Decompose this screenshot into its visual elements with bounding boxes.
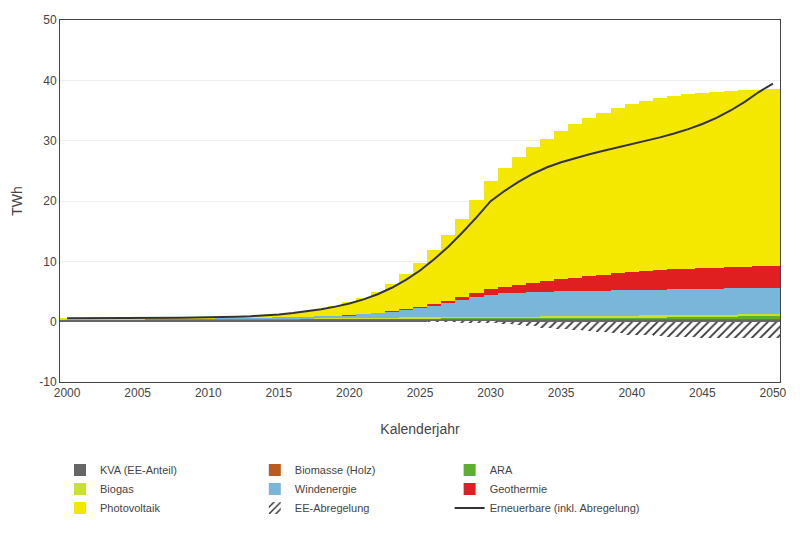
svg-text:KVA (EE-Anteil): KVA (EE-Anteil) (100, 464, 177, 476)
svg-text:2045: 2045 (689, 386, 716, 400)
svg-text:2030: 2030 (477, 386, 504, 400)
svg-text:Erneuerbare (inkl. Abregelung): Erneuerbare (inkl. Abregelung) (490, 502, 640, 514)
svg-text:30: 30 (43, 134, 57, 148)
svg-text:2035: 2035 (548, 386, 575, 400)
svg-text:50: 50 (43, 13, 57, 27)
svg-text:EE-Abregelung: EE-Abregelung (295, 502, 370, 514)
svg-text:40: 40 (43, 74, 57, 88)
svg-text:Biogas: Biogas (100, 483, 134, 495)
svg-text:2050: 2050 (760, 386, 787, 400)
svg-text:2010: 2010 (195, 386, 222, 400)
svg-text:Kalenderjahr: Kalenderjahr (380, 421, 460, 437)
svg-text:Windenergie: Windenergie (295, 483, 357, 495)
svg-text:0: 0 (50, 315, 57, 329)
svg-text:2015: 2015 (265, 386, 292, 400)
svg-text:ARA: ARA (490, 464, 513, 476)
svg-text:2020: 2020 (336, 386, 363, 400)
svg-text:2025: 2025 (407, 386, 434, 400)
svg-text:2000: 2000 (54, 386, 81, 400)
svg-text:2005: 2005 (124, 386, 151, 400)
svg-text:TWh: TWh (9, 186, 25, 216)
svg-text:Geothermie: Geothermie (490, 483, 547, 495)
svg-text:2040: 2040 (618, 386, 645, 400)
svg-text:10: 10 (43, 255, 57, 269)
svg-text:Photovoltaik: Photovoltaik (100, 502, 160, 514)
svg-text:-10: -10 (39, 375, 57, 389)
svg-text:Biomasse (Holz): Biomasse (Holz) (295, 464, 376, 476)
svg-text:20: 20 (43, 194, 57, 208)
